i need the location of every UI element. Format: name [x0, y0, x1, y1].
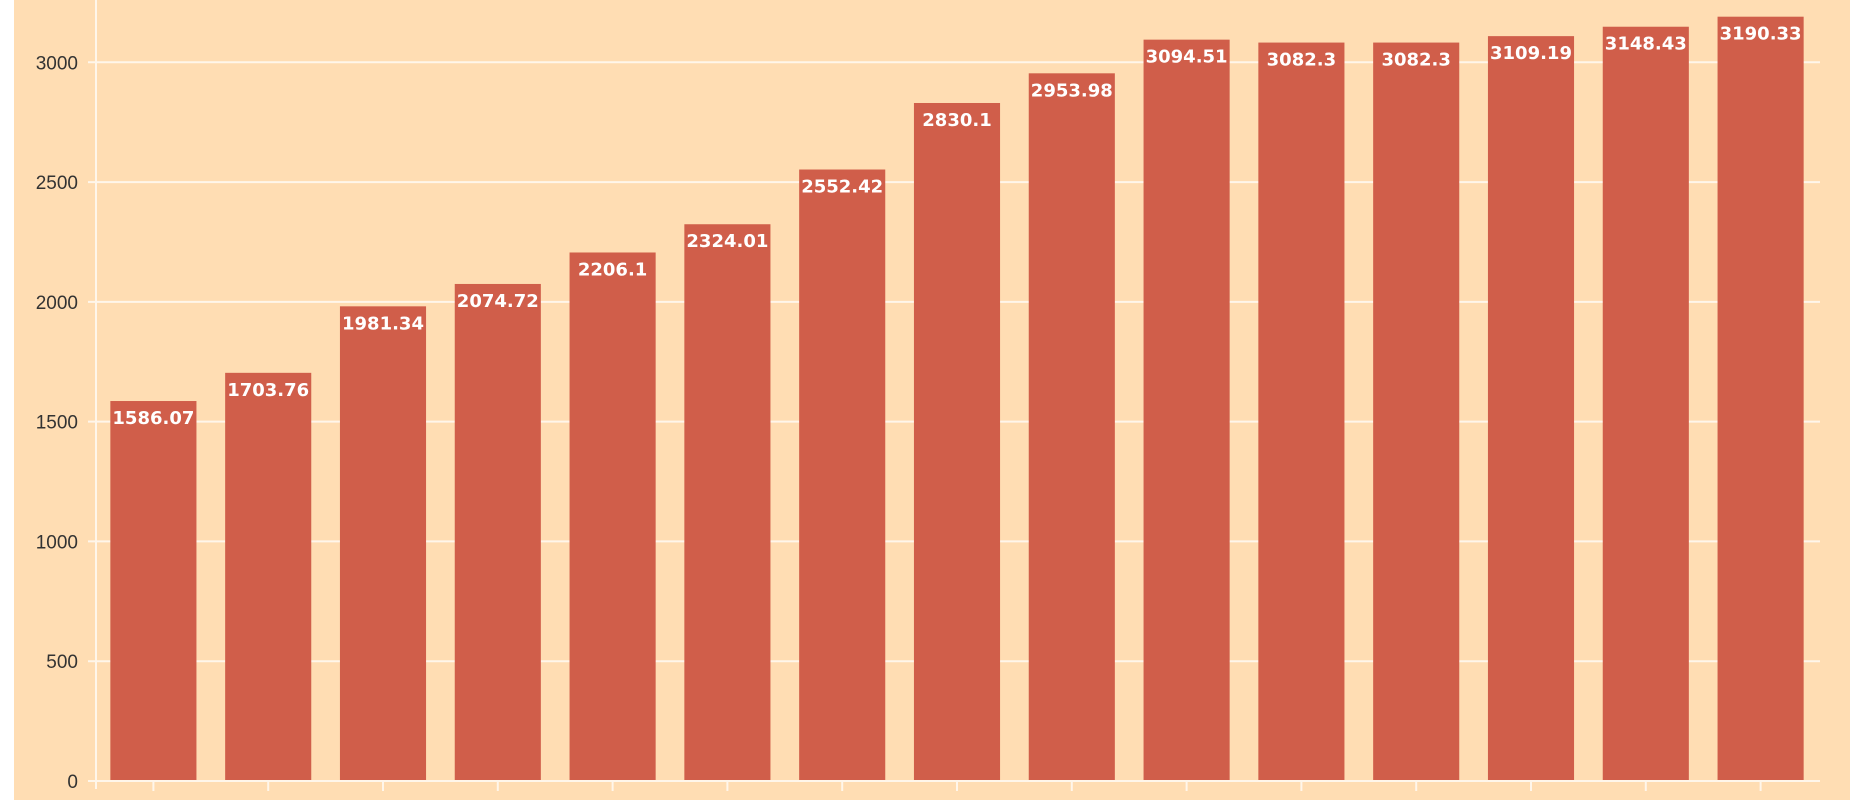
data-label: 1586.07 [112, 408, 194, 429]
axes: 0 500 1000 1500 2000 2500 3000 [36, 0, 1820, 793]
bar [110, 401, 197, 781]
bars [110, 16, 1804, 782]
data-label: 1703.76 [227, 380, 309, 401]
data-label: 3094.51 [1146, 47, 1228, 68]
data-label: 2324.01 [686, 231, 768, 252]
data-label: 3148.43 [1605, 34, 1687, 55]
data-label: 3109.19 [1490, 43, 1572, 64]
data-label: 2552.42 [801, 177, 883, 198]
bar [569, 252, 656, 781]
y-tick-label: 2000 [36, 293, 78, 314]
data-label: 1981.34 [342, 313, 424, 334]
data-label: 3082.3 [1381, 50, 1450, 71]
bar [1143, 39, 1230, 781]
y-tick-label: 3000 [36, 53, 78, 74]
bar [454, 283, 541, 781]
y-tick-label: 500 [46, 652, 78, 673]
bar [1717, 16, 1804, 782]
bar-labels: 1586.07 1703.76 1981.34 2074.72 2206.1 2324.0… [112, 24, 1801, 429]
bar [339, 306, 427, 781]
y-tick-label: 2500 [36, 173, 78, 194]
y-tick-label: 1000 [36, 532, 78, 553]
data-label: 2953.98 [1031, 80, 1113, 101]
y-tick-label: 0 [67, 772, 78, 793]
bar [684, 224, 771, 781]
data-label: 2830.1 [922, 110, 991, 131]
bar [1373, 42, 1460, 782]
bar [1487, 36, 1575, 781]
bar [913, 102, 1001, 781]
data-label: 2206.1 [578, 259, 647, 280]
y-tick-label: 1500 [36, 413, 78, 434]
bar [1258, 42, 1345, 782]
bar [225, 372, 312, 781]
data-label: 3190.33 [1720, 24, 1802, 45]
data-label: 2074.72 [457, 291, 539, 312]
bar [1602, 26, 1689, 782]
bar [799, 169, 886, 782]
data-label: 3082.3 [1267, 50, 1336, 71]
bar [1028, 73, 1115, 782]
